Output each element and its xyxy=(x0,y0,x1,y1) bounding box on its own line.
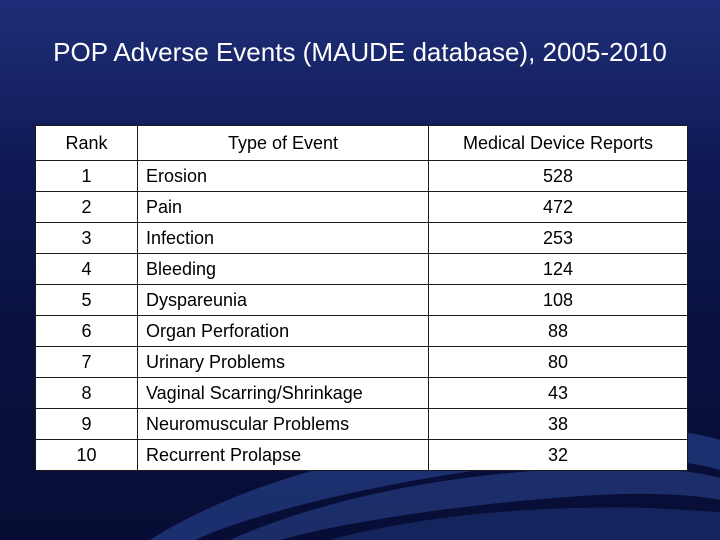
cell-reports: 88 xyxy=(428,315,688,347)
cell-reports: 528 xyxy=(428,160,688,192)
cell-rank: 4 xyxy=(35,253,138,285)
cell-type-of-event: Bleeding xyxy=(137,253,429,285)
table-header-row: Rank Type of Event Medical Device Report… xyxy=(35,125,688,161)
cell-rank: 1 xyxy=(35,160,138,192)
cell-rank: 8 xyxy=(35,377,138,409)
table-row: 6 Organ Perforation 88 xyxy=(35,315,688,347)
table-row: 8 Vaginal Scarring/Shrinkage 43 xyxy=(35,377,688,409)
adverse-events-table-container: Rank Type of Event Medical Device Report… xyxy=(35,125,688,471)
cell-reports: 43 xyxy=(428,377,688,409)
table-row: 10 Recurrent Prolapse 32 xyxy=(35,439,688,471)
table-row: 3 Infection 253 xyxy=(35,222,688,254)
table-row: 1 Erosion 528 xyxy=(35,160,688,192)
cell-type-of-event: Infection xyxy=(137,222,429,254)
header-medical-device-reports: Medical Device Reports xyxy=(428,125,688,161)
header-rank: Rank xyxy=(35,125,138,161)
table-row: 2 Pain 472 xyxy=(35,191,688,223)
cell-rank: 10 xyxy=(35,439,138,471)
table-row: 5 Dyspareunia 108 xyxy=(35,284,688,316)
cell-type-of-event: Recurrent Prolapse xyxy=(137,439,429,471)
cell-type-of-event: Vaginal Scarring/Shrinkage xyxy=(137,377,429,409)
cell-type-of-event: Erosion xyxy=(137,160,429,192)
cell-rank: 9 xyxy=(35,408,138,440)
table-row: 7 Urinary Problems 80 xyxy=(35,346,688,378)
cell-type-of-event: Organ Perforation xyxy=(137,315,429,347)
table-row: 4 Bleeding 124 xyxy=(35,253,688,285)
cell-reports: 472 xyxy=(428,191,688,223)
slide-title: POP Adverse Events (MAUDE database), 200… xyxy=(53,37,667,67)
cell-rank: 5 xyxy=(35,284,138,316)
cell-rank: 3 xyxy=(35,222,138,254)
table-row: 9 Neuromuscular Problems 38 xyxy=(35,408,688,440)
cell-reports: 32 xyxy=(428,439,688,471)
cell-rank: 6 xyxy=(35,315,138,347)
cell-rank: 7 xyxy=(35,346,138,378)
cell-reports: 108 xyxy=(428,284,688,316)
cell-type-of-event: Dyspareunia xyxy=(137,284,429,316)
cell-type-of-event: Neuromuscular Problems xyxy=(137,408,429,440)
cell-reports: 253 xyxy=(428,222,688,254)
cell-reports: 124 xyxy=(428,253,688,285)
cell-rank: 2 xyxy=(35,191,138,223)
cell-reports: 80 xyxy=(428,346,688,378)
header-type-of-event: Type of Event xyxy=(137,125,429,161)
cell-type-of-event: Pain xyxy=(137,191,429,223)
adverse-events-table: Rank Type of Event Medical Device Report… xyxy=(35,125,688,471)
cell-type-of-event: Urinary Problems xyxy=(137,346,429,378)
cell-reports: 38 xyxy=(428,408,688,440)
